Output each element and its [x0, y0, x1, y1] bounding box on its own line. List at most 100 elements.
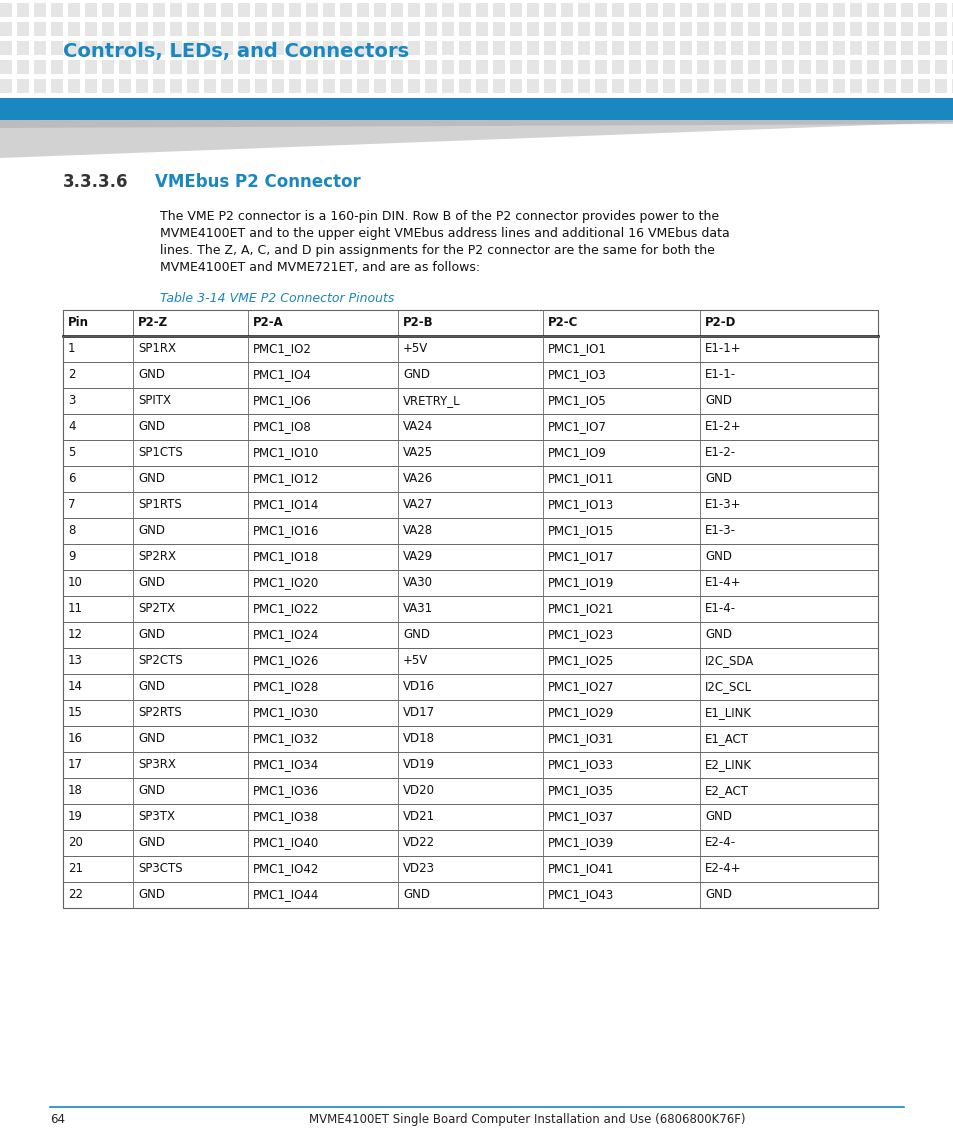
Bar [85, 60, 97, 73]
Bar [458, 40, 471, 55]
Bar [510, 60, 521, 73]
Bar [578, 40, 589, 55]
Bar [51, 22, 63, 35]
Bar [204, 22, 215, 35]
Bar [17, 60, 29, 73]
Bar [119, 40, 131, 55]
Bar [356, 60, 369, 73]
Bar [730, 22, 742, 35]
Text: 21: 21 [68, 862, 83, 876]
Bar [237, 60, 250, 73]
Bar [713, 40, 725, 55]
Text: SPITX: SPITX [138, 395, 171, 408]
Text: GND: GND [138, 524, 165, 537]
Bar [679, 2, 691, 16]
Bar [832, 2, 844, 16]
Bar [458, 60, 471, 73]
Text: PMC1_IO37: PMC1_IO37 [547, 811, 614, 823]
Bar [187, 22, 199, 35]
Bar [68, 60, 80, 73]
Text: PMC1_IO40: PMC1_IO40 [253, 837, 319, 850]
Bar [204, 40, 215, 55]
Bar [68, 79, 80, 93]
Bar [0, 22, 12, 35]
Bar [102, 40, 113, 55]
Bar [408, 2, 419, 16]
Text: MVME4100ET and to the upper eight VMEbus address lines and additional 16 VMEbus : MVME4100ET and to the upper eight VMEbus… [160, 227, 729, 240]
Text: VA24: VA24 [402, 420, 433, 434]
Bar [612, 2, 623, 16]
Text: E1_LINK: E1_LINK [704, 706, 751, 719]
Bar [697, 79, 708, 93]
Bar [799, 2, 810, 16]
Text: PMC1_IO35: PMC1_IO35 [547, 784, 614, 798]
Bar [221, 79, 233, 93]
Bar [441, 2, 454, 16]
Bar [883, 40, 895, 55]
Text: E1-4-: E1-4- [704, 602, 736, 616]
Bar [356, 22, 369, 35]
Bar [595, 2, 606, 16]
Bar [934, 2, 946, 16]
Text: P2-A: P2-A [253, 316, 283, 330]
Bar [0, 2, 12, 16]
Text: PMC1_IO15: PMC1_IO15 [547, 524, 614, 537]
Bar [578, 22, 589, 35]
Bar [781, 40, 793, 55]
Text: PMC1_IO44: PMC1_IO44 [253, 889, 319, 901]
Bar [832, 60, 844, 73]
Text: +5V: +5V [402, 342, 428, 355]
Text: PMC1_IO20: PMC1_IO20 [253, 576, 319, 590]
Text: 15: 15 [68, 706, 83, 719]
Bar [560, 40, 573, 55]
Text: PMC1_IO10: PMC1_IO10 [253, 447, 319, 459]
Bar [662, 22, 675, 35]
Text: GND: GND [402, 629, 430, 641]
Bar [781, 22, 793, 35]
Text: 8: 8 [68, 524, 75, 537]
Bar [323, 40, 335, 55]
Text: GND: GND [402, 889, 430, 901]
Text: PMC1_IO39: PMC1_IO39 [547, 837, 614, 850]
Bar [951, 60, 953, 73]
Bar [254, 79, 267, 93]
Bar [170, 2, 182, 16]
Text: GND: GND [138, 733, 165, 745]
Bar [713, 79, 725, 93]
Text: PMC1_IO4: PMC1_IO4 [253, 369, 312, 381]
Bar [510, 40, 521, 55]
Text: SP2RTS: SP2RTS [138, 706, 182, 719]
Bar [63, 310, 877, 908]
Bar [339, 2, 352, 16]
Bar [306, 79, 317, 93]
Text: 14: 14 [68, 680, 83, 694]
Text: E2_LINK: E2_LINK [704, 758, 751, 772]
Text: GND: GND [138, 576, 165, 590]
Bar [493, 79, 504, 93]
Bar [152, 2, 165, 16]
Bar [68, 2, 80, 16]
Bar [781, 60, 793, 73]
Bar [424, 2, 436, 16]
Text: GND: GND [138, 369, 165, 381]
Text: 18: 18 [68, 784, 83, 798]
Bar [119, 2, 131, 16]
Text: 5: 5 [68, 447, 75, 459]
Bar [0, 60, 12, 73]
Bar [204, 2, 215, 16]
Bar [119, 60, 131, 73]
Bar [934, 22, 946, 35]
Bar [306, 2, 317, 16]
Bar [85, 79, 97, 93]
Bar [645, 40, 658, 55]
Bar [679, 22, 691, 35]
Bar [391, 60, 402, 73]
Text: I2C_SCL: I2C_SCL [704, 680, 751, 694]
Bar [221, 40, 233, 55]
Text: P2-Z: P2-Z [138, 316, 168, 330]
Bar [408, 22, 419, 35]
Bar [170, 40, 182, 55]
Text: E2_ACT: E2_ACT [704, 784, 748, 798]
Text: PMC1_IO5: PMC1_IO5 [547, 395, 606, 408]
Bar [747, 2, 760, 16]
